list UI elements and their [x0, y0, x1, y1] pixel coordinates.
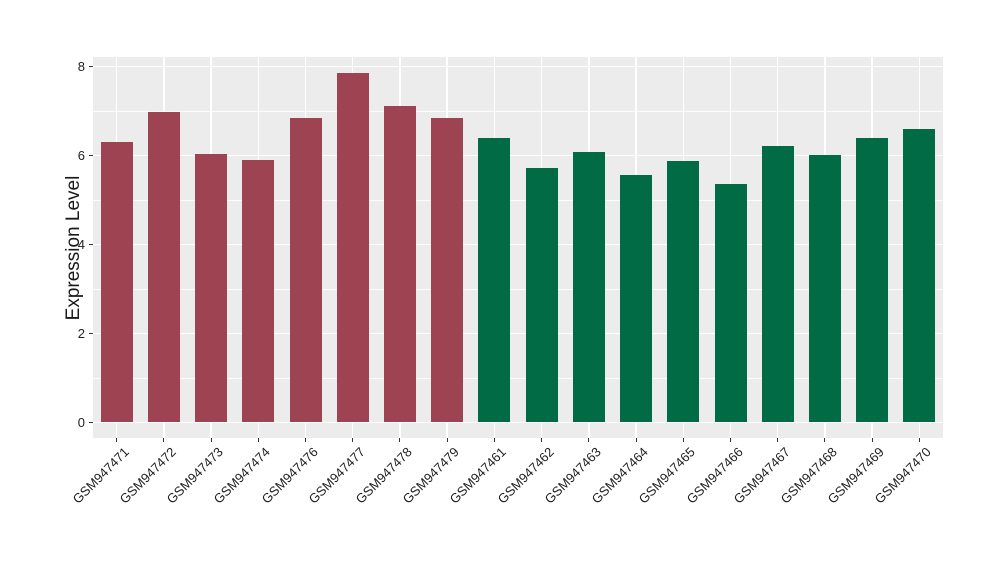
- x-tick-mark: [541, 438, 543, 442]
- y-tick-label: 6: [77, 148, 85, 163]
- bar: [667, 161, 700, 423]
- x-tick-mark: [352, 438, 354, 442]
- y-tick-label: 4: [77, 237, 85, 252]
- bar: [714, 183, 747, 423]
- x-tick-mark: [399, 438, 401, 442]
- x-tick-mark: [493, 438, 495, 442]
- x-tick-mark: [446, 438, 448, 442]
- gridline-h-minor: [93, 110, 943, 112]
- x-tick-mark: [682, 438, 684, 442]
- gridline-h-major: [93, 154, 943, 157]
- bar: [761, 145, 794, 423]
- bar: [383, 105, 416, 423]
- bar: [100, 142, 133, 423]
- y-tick-label: 8: [77, 59, 85, 74]
- y-tick-mark: [88, 333, 93, 334]
- y-tick-label: 0: [77, 415, 85, 430]
- y-tick-mark: [88, 66, 93, 67]
- x-tick-mark: [116, 438, 118, 442]
- bar: [808, 154, 841, 423]
- bar: [856, 137, 889, 423]
- bar: [431, 118, 464, 423]
- x-tick-mark: [824, 438, 826, 442]
- bar: [903, 128, 936, 423]
- gridline-h-minor: [93, 199, 943, 201]
- bar: [195, 153, 228, 423]
- x-tick-mark: [305, 438, 306, 442]
- gridline-h-minor: [93, 288, 943, 290]
- x-tick-mark: [163, 438, 165, 442]
- gridline-h-minor: [93, 377, 943, 379]
- x-tick-mark: [918, 438, 920, 442]
- plot-panel: [93, 57, 943, 438]
- gridline-h-major: [93, 421, 943, 424]
- bar: [242, 159, 275, 423]
- y-tick-mark: [88, 155, 93, 156]
- bar: [572, 151, 605, 423]
- bar: [620, 174, 653, 423]
- x-tick-mark: [210, 438, 212, 442]
- gridline-h-major: [93, 65, 943, 68]
- x-tick-mark: [871, 438, 873, 442]
- y-tick-mark: [88, 244, 93, 245]
- bar: [289, 117, 322, 423]
- y-tick-label: 2: [77, 326, 85, 341]
- x-tick-mark: [777, 438, 779, 442]
- bar: [336, 73, 369, 423]
- bar: [525, 167, 558, 423]
- x-tick-mark: [257, 438, 259, 442]
- bar: [147, 111, 180, 423]
- bar: [478, 137, 511, 423]
- y-tick-mark: [88, 422, 93, 423]
- x-tick-mark: [730, 438, 731, 442]
- gridline-h-major: [93, 332, 943, 335]
- x-tick-mark: [588, 438, 590, 442]
- x-tick-mark: [635, 438, 637, 442]
- gridline-h-major: [93, 243, 943, 246]
